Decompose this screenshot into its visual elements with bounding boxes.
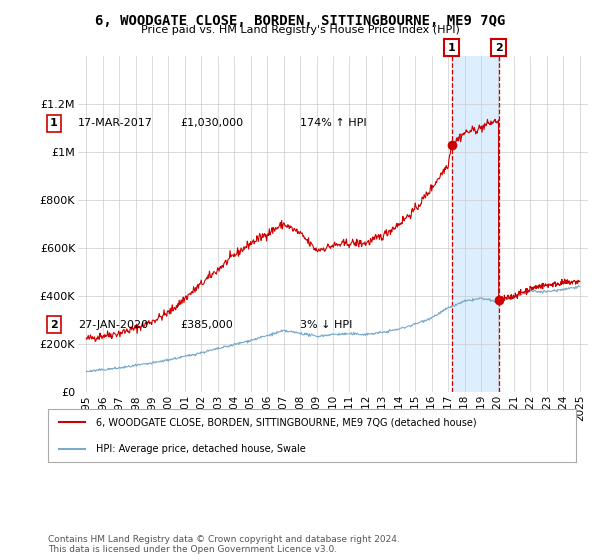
Text: 1: 1 — [448, 43, 455, 53]
Text: £1,030,000: £1,030,000 — [180, 118, 243, 128]
Text: HPI: Average price, detached house, Swale: HPI: Average price, detached house, Swal… — [95, 444, 305, 454]
Text: 6, WOODGATE CLOSE, BORDEN, SITTINGBOURNE, ME9 7QG (detached house): 6, WOODGATE CLOSE, BORDEN, SITTINGBOURNE… — [95, 417, 476, 427]
Bar — [452, 56, 499, 392]
Text: 1: 1 — [50, 118, 58, 128]
Text: 17-MAR-2017: 17-MAR-2017 — [78, 118, 153, 128]
Text: £385,000: £385,000 — [180, 320, 233, 330]
Text: 6, WOODGATE CLOSE, BORDEN, SITTINGBOURNE, ME9 7QG: 6, WOODGATE CLOSE, BORDEN, SITTINGBOURNE… — [95, 14, 505, 28]
Text: 2: 2 — [495, 43, 503, 53]
Text: Contains HM Land Registry data © Crown copyright and database right 2024.
This d: Contains HM Land Registry data © Crown c… — [48, 535, 400, 554]
Text: 27-JAN-2020: 27-JAN-2020 — [78, 320, 148, 330]
Text: 2: 2 — [50, 320, 58, 330]
Text: 174% ↑ HPI: 174% ↑ HPI — [300, 118, 367, 128]
Text: 3% ↓ HPI: 3% ↓ HPI — [300, 320, 352, 330]
Text: Price paid vs. HM Land Registry's House Price Index (HPI): Price paid vs. HM Land Registry's House … — [140, 25, 460, 35]
